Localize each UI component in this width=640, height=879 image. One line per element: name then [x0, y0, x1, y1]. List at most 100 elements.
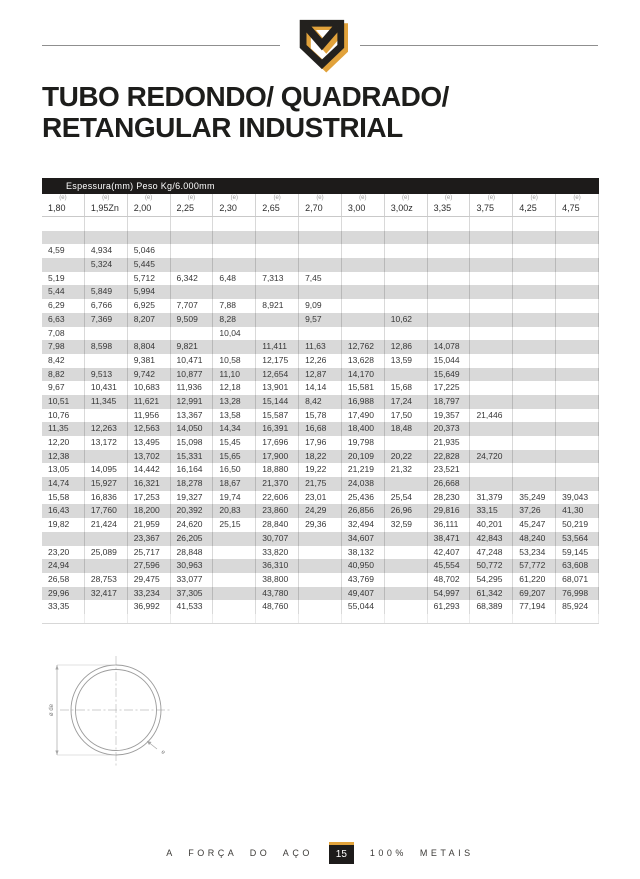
table-cell [385, 545, 428, 560]
table-cell: 15,65 [213, 449, 257, 464]
table-cell [385, 258, 428, 272]
table-cell [385, 477, 428, 491]
table-cell: 28,848 [171, 545, 214, 560]
table-cell [513, 353, 557, 368]
spec-table: Espessura(mm) Peso Kg/6.000mm (e) 1,80 (e)… [42, 178, 599, 624]
tube-cross-section-diagram: ø de e [49, 656, 170, 766]
table-cell: 17,24 [385, 394, 428, 409]
table-column-header: (e) 2,30 [213, 194, 257, 216]
column-thickness-value: 2,65 [262, 203, 280, 213]
table-cell: 77,194 [513, 600, 557, 614]
table-cell: 33,35 [42, 600, 85, 614]
table-cell: 6,925 [128, 299, 171, 313]
column-unit-sup: (e) [402, 195, 410, 201]
table-row: 14,74 15,927 16,321 18,278 18,67 21,370 21,75 2… [42, 477, 599, 491]
table-cell [470, 271, 514, 286]
table-cell: 8,42 [42, 353, 85, 368]
table-cell [342, 299, 385, 313]
table-cell [213, 340, 257, 354]
table-cell: 61,293 [428, 600, 471, 614]
table-cell: 13,59 [385, 353, 428, 368]
table-cell [342, 285, 385, 300]
table-cell: 25,089 [85, 545, 128, 560]
table-cell [513, 326, 557, 341]
table-cell [385, 326, 428, 341]
table-cell: 16,321 [128, 477, 171, 491]
table-cell [299, 326, 342, 341]
table-cell: 24,29 [299, 504, 342, 519]
table-tail-cell [342, 613, 385, 623]
table-cell [556, 408, 599, 423]
table-cell [256, 217, 300, 231]
table-cell [213, 285, 257, 300]
table-cell: 19,22 [299, 463, 342, 478]
table-cell [342, 271, 385, 286]
table-cell [556, 394, 599, 409]
table-cell: 14,74 [42, 477, 85, 491]
table-cell [513, 258, 557, 272]
table-cell: 16,836 [85, 490, 128, 505]
table-column-header: (e) 3,00 [342, 194, 385, 216]
table-cell: 8,28 [213, 312, 257, 327]
table-cell: 38,471 [428, 531, 471, 546]
brand-shield-logo-icon [299, 19, 348, 73]
table-cell [556, 381, 599, 395]
table-cell: 9,742 [128, 367, 171, 382]
table-column-header: (e) 2,70 [299, 194, 342, 216]
table-cell [128, 326, 171, 341]
table-cell: 23,01 [299, 490, 342, 505]
table-cell: 36,111 [428, 518, 471, 532]
table-cell: 43,769 [342, 572, 385, 587]
table-cell [42, 230, 85, 245]
table-cell [385, 572, 428, 587]
table-cell [342, 326, 385, 341]
table-cell: 5,046 [128, 244, 171, 259]
table-cell: 17,225 [428, 381, 471, 395]
table-cell: 85,924 [556, 600, 599, 614]
table-row: 4,59 4,934 5,046 [42, 244, 599, 259]
table-cell: 32,494 [342, 518, 385, 532]
table-cell [513, 299, 557, 313]
footer-slogan-left: A FORÇA DO AÇO [166, 848, 313, 858]
column-thickness-value: 2,30 [219, 203, 237, 213]
table-cell [470, 230, 514, 245]
table-cell: 53,564 [556, 531, 599, 546]
column-thickness-value: 1,80 [48, 203, 66, 213]
table-cell: 6,342 [171, 271, 214, 286]
table-cell [385, 285, 428, 300]
table-cell [556, 477, 599, 491]
column-thickness-value: 2,00 [133, 203, 152, 213]
table-cell: 26,205 [171, 531, 214, 546]
table-cell [470, 463, 514, 478]
table-cell: 16,164 [171, 463, 214, 478]
table-cell: 11,10 [213, 367, 257, 382]
table-cell [513, 463, 557, 478]
inner-diameter-circle [75, 669, 157, 751]
table-cell: 5,44 [42, 285, 85, 300]
column-unit-sup: (e) [144, 195, 153, 201]
table-tail-cell [171, 613, 214, 623]
table-cell [556, 449, 599, 464]
table-cell [428, 326, 471, 341]
table-cell: 13,495 [128, 436, 171, 450]
table-cell [256, 230, 300, 245]
table-cell [256, 312, 300, 327]
table-cell: 6,48 [213, 271, 257, 286]
table-cell: 26,668 [428, 477, 471, 491]
table-column-header: (e) 4,25 [513, 194, 557, 216]
table-cell [556, 353, 599, 368]
table-column-header: (e) 3,00z [385, 194, 428, 216]
table-cell [42, 217, 85, 231]
table-cell [299, 258, 342, 272]
page-title: TUBO REDONDO/ QUADRADO/ RETANGULAR INDUS… [42, 81, 449, 143]
table-cell: 7,313 [256, 271, 300, 286]
table-cell [213, 586, 257, 601]
table-cell [85, 600, 128, 614]
table-cell [385, 436, 428, 450]
wall-thickness-label: e [160, 749, 166, 756]
table-row: 23,367 26,205 30,707 34,607 38,471 42,843 48,2… [42, 531, 599, 546]
table-cell: 54,295 [470, 572, 514, 587]
table-cell [299, 572, 342, 587]
table-cell [513, 230, 557, 245]
table-cell: 23,860 [256, 504, 300, 519]
